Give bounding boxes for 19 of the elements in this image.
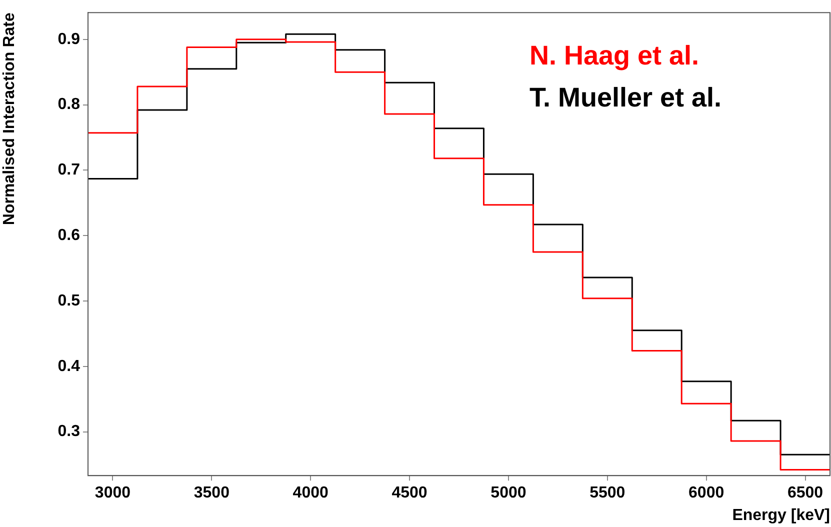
- y-tick-label: 0.4: [58, 358, 80, 375]
- x-tick-label: 5500: [590, 484, 626, 502]
- y-tick-label: 0.7: [58, 162, 80, 179]
- x-tick-label: 3500: [194, 484, 230, 502]
- text: N. Haag et al.: [529, 40, 700, 71]
- x-tick-label: 6500: [787, 484, 824, 502]
- x-tick-label: 3000: [94, 484, 131, 502]
- y-tick-label: 0.5: [58, 292, 80, 310]
- x-tick-label: 4000: [292, 484, 328, 502]
- x-tick-label: 4500: [392, 484, 428, 502]
- y-tick-label: 0.6: [58, 227, 80, 244]
- x-tick-label: 6000: [688, 484, 724, 502]
- y-tick-label: 0.3: [58, 423, 80, 440]
- y-tick-label: 0.8: [58, 96, 80, 114]
- y-axis-title: Normalised Interaction Rate: [1, 12, 18, 226]
- y-tick-label: 0.9: [58, 30, 80, 48]
- x-axis-title: Energy [keV]: [732, 506, 830, 524]
- series-label: T. Mueller et al.: [529, 82, 722, 113]
- x-tick-label: 5000: [490, 484, 526, 502]
